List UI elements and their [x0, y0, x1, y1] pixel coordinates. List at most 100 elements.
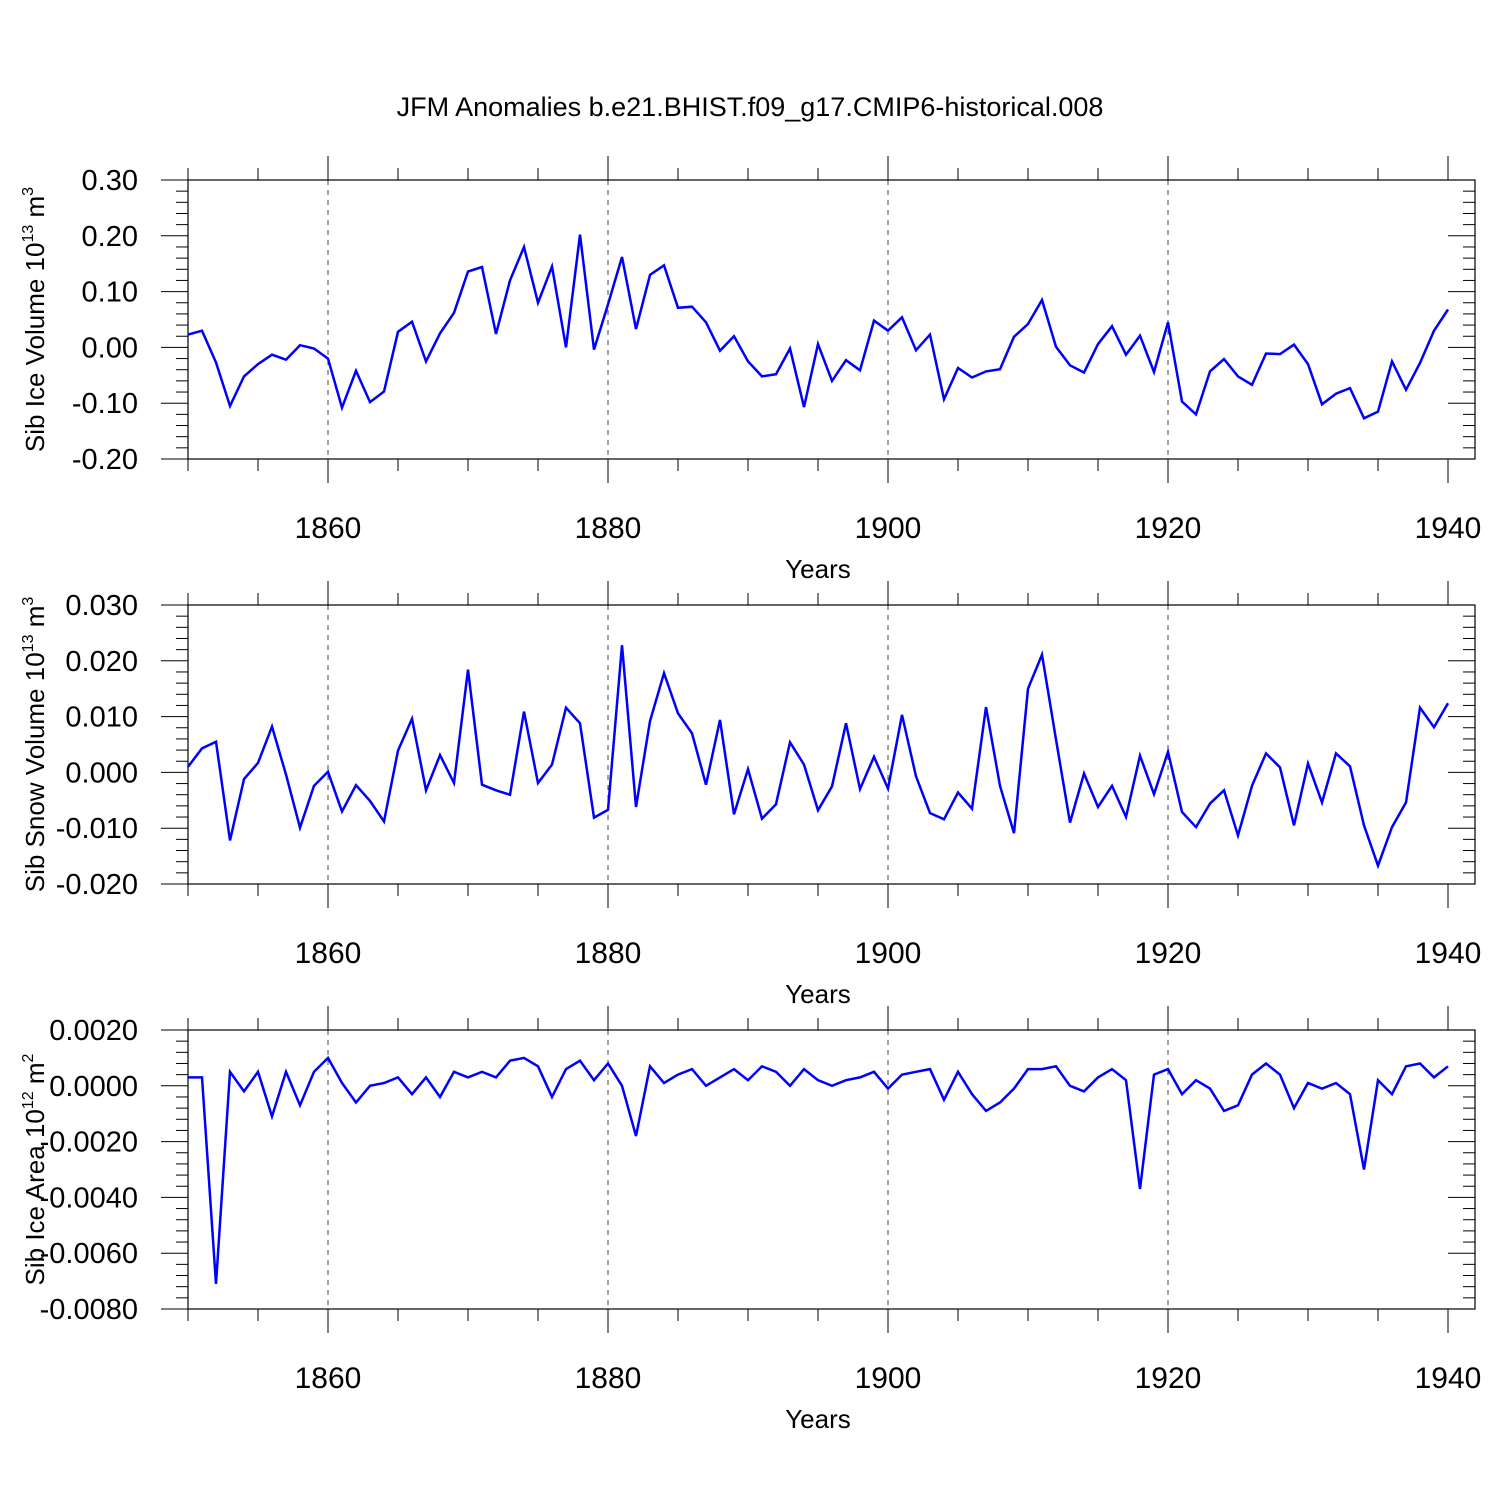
x-tick-label: 1940: [1415, 1362, 1482, 1395]
data-point: [915, 349, 917, 351]
y-axis-label: Sib Ice Volume 1013 m3: [20, 187, 50, 452]
data-point: [369, 401, 371, 403]
data-point: [817, 1079, 819, 1081]
data-point: [453, 1071, 455, 1073]
x-tick-label: 1860: [295, 512, 362, 545]
data-point: [327, 771, 329, 773]
data-point: [817, 809, 819, 811]
y-axis-label-text: Sib Ice Area 10: [20, 1109, 50, 1285]
data-point: [1125, 354, 1127, 356]
data-point: [1349, 765, 1351, 767]
data-point: [887, 1088, 889, 1090]
data-point: [1181, 811, 1183, 813]
y-axis-label-text: Sib Snow Volume 10: [20, 652, 50, 892]
data-point: [187, 766, 189, 768]
data-point: [1251, 785, 1253, 787]
data-point: [719, 719, 721, 721]
data-point: [229, 405, 231, 407]
panels: -0.20 -0.10 0.00 0.10 0.20 0.30 1860 1880 1900 19…: [20, 156, 1481, 1434]
data-point: [397, 1076, 399, 1078]
y-tick-label: -0.020: [56, 869, 138, 901]
data-point: [481, 784, 483, 786]
data-point: [257, 762, 259, 764]
data-point: [607, 1062, 609, 1064]
data-point: [1405, 389, 1407, 391]
data-point: [425, 1076, 427, 1078]
data-point: [1167, 321, 1169, 323]
data-point: [1223, 789, 1225, 791]
data-point: [1111, 325, 1113, 327]
data-point: [1013, 336, 1015, 338]
data-point: [229, 1071, 231, 1073]
data-point: [1335, 752, 1337, 754]
data-point: [1083, 1090, 1085, 1092]
data-point: [1181, 1093, 1183, 1095]
data-point: [1321, 1088, 1323, 1090]
data-point: [1251, 384, 1253, 386]
data-point: [1363, 417, 1365, 419]
data-point: [957, 791, 959, 793]
y-axis-label: Sib Snow Volume 1013 m3: [20, 597, 50, 893]
data-point: [691, 306, 693, 308]
data-point: [593, 817, 595, 819]
x-axis-label: Years: [785, 554, 851, 584]
data-point: [397, 750, 399, 752]
x-tick-label: 1880: [575, 512, 642, 545]
data-point: [873, 756, 875, 758]
data-point: [565, 707, 567, 709]
data-point: [803, 764, 805, 766]
main-title: JFM Anomalies b.e21.BHIST.f09_g17.CMIP6-…: [397, 92, 1104, 122]
chart-panel-2: -0.020 -0.010 0.000 0.010 0.020 0.030 1860 1880…: [20, 581, 1481, 1009]
data-point: [663, 1082, 665, 1084]
data-point: [1307, 363, 1309, 365]
x-tick-label: 1920: [1135, 937, 1202, 970]
data-point: [453, 312, 455, 314]
data-point: [593, 1079, 595, 1081]
y-tick-label: 0.30: [82, 165, 138, 197]
data-point: [1083, 372, 1085, 374]
data-point: [537, 302, 539, 304]
data-point: [1349, 1093, 1351, 1095]
data-point: [1209, 370, 1211, 372]
data-point: [985, 1110, 987, 1112]
y-axis-label-superscript: 13: [20, 225, 37, 243]
data-point: [467, 271, 469, 273]
data-point: [1069, 364, 1071, 366]
data-point: [271, 354, 273, 356]
series-line: [187, 645, 1450, 870]
data-point: [1293, 1107, 1295, 1109]
y-axis-label: Sib Ice Area 1012 m2: [20, 1053, 50, 1285]
data-point: [1419, 1062, 1421, 1064]
data-point: [285, 1071, 287, 1073]
data-point: [845, 1079, 847, 1081]
data-point: [1265, 353, 1267, 355]
plot-frame: [187, 604, 1476, 885]
data-point: [313, 785, 315, 787]
data-point: [691, 732, 693, 734]
data-point: [1363, 824, 1365, 826]
data-point: [1055, 1065, 1057, 1067]
x-tick-label: 1860: [295, 1362, 362, 1395]
data-point: [733, 1068, 735, 1070]
data-point: [1069, 1085, 1071, 1087]
data-point: [495, 1076, 497, 1078]
y-tick-label: 0.020: [65, 646, 138, 678]
data-point: [929, 334, 931, 336]
data-point: [341, 407, 343, 409]
data-point: [845, 359, 847, 361]
data-point: [397, 331, 399, 333]
data-point: [257, 363, 259, 365]
data-point: [621, 256, 623, 258]
x-tick-label: 1920: [1135, 1362, 1202, 1395]
data-point: [523, 246, 525, 248]
data-point: [1069, 822, 1071, 824]
data-point: [551, 265, 553, 267]
data-point: [551, 1096, 553, 1098]
data-point: [1209, 803, 1211, 805]
data-point: [243, 375, 245, 377]
data-point: [1167, 751, 1169, 753]
data-point: [999, 1102, 1001, 1104]
data-point: [915, 1071, 917, 1073]
data-point: [1293, 824, 1295, 826]
data-point: [999, 785, 1001, 787]
